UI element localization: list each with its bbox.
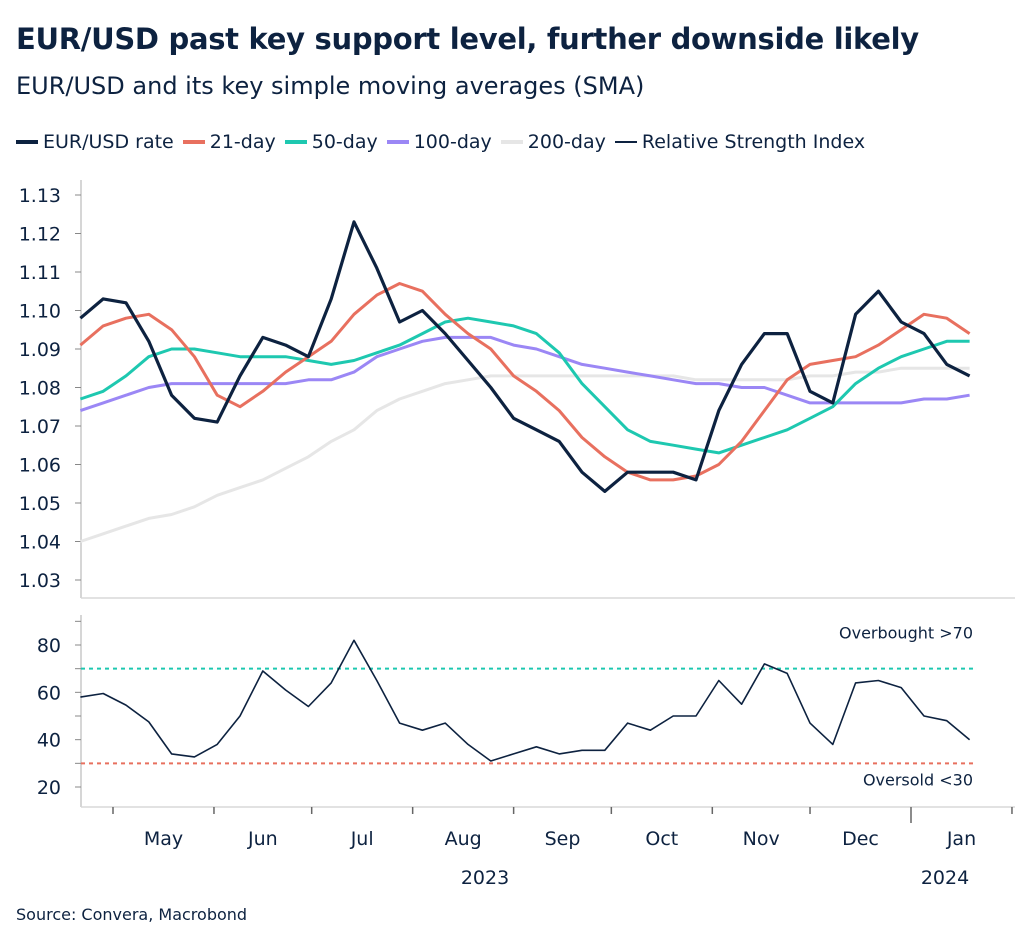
legend-item: 100-day bbox=[386, 131, 492, 153]
x-axis: May Jun Jul Aug Sep Oct Nov Dec Jan 2023 2024 bbox=[112, 807, 1013, 889]
y-tick-label: 1.13 bbox=[19, 185, 61, 207]
legend-swatch bbox=[182, 140, 205, 144]
price-panel: 1.03 1.04 1.05 1.06 1.07 1.08 1.09 1.10 1.11 1.12… bbox=[19, 180, 1015, 599]
x-month-label: Dec bbox=[842, 828, 879, 850]
legend-label: Relative Strength Index bbox=[641, 131, 866, 153]
series-sma200-line bbox=[79, 366, 970, 543]
rsi-y-tick-label: 60 bbox=[37, 682, 61, 704]
series-rsi-line bbox=[80, 639, 971, 762]
y-tick-label: 1.09 bbox=[19, 339, 61, 361]
legend-item: 200-day bbox=[500, 131, 606, 153]
chart-subtitle: EUR/USD and its key simple moving averag… bbox=[16, 72, 645, 100]
legend-label: 50-day bbox=[311, 131, 378, 153]
legend-label: 200-day bbox=[527, 131, 606, 153]
y-tick-label: 1.03 bbox=[19, 570, 61, 592]
legend-item: 21-day bbox=[182, 131, 276, 153]
x-month-label: Aug bbox=[445, 828, 482, 850]
series-sma50-line bbox=[79, 316, 970, 455]
legend-label: 100-day bbox=[413, 131, 492, 153]
series-sma21-line bbox=[79, 282, 971, 482]
y-tick-label: 1.08 bbox=[19, 378, 61, 400]
legend-swatch bbox=[614, 141, 637, 143]
x-month-label: Jun bbox=[247, 828, 278, 850]
series-rate-line bbox=[79, 220, 971, 493]
x-month-label: Nov bbox=[743, 828, 780, 850]
legend-swatch bbox=[500, 140, 523, 144]
x-month-label: Jan bbox=[946, 828, 976, 850]
x-year-label: 2023 bbox=[461, 867, 509, 889]
y-tick-label: 1.10 bbox=[19, 301, 61, 323]
y-tick-label: 1.11 bbox=[19, 262, 61, 284]
source-note: Source: Convera, Macrobond bbox=[16, 905, 248, 924]
legend-label: 21-day bbox=[209, 131, 276, 153]
overbought-label: Overbought >70 bbox=[839, 624, 973, 643]
y-tick-label: 1.06 bbox=[19, 455, 61, 477]
legend-label: EUR/USD rate bbox=[43, 131, 174, 153]
oversold-label: Oversold <30 bbox=[863, 770, 973, 789]
legend-swatch bbox=[284, 140, 307, 144]
rsi-y-tick-label: 20 bbox=[37, 777, 61, 799]
rsi-y-tick-label: 80 bbox=[37, 635, 61, 657]
y-tick-label: 1.04 bbox=[19, 532, 61, 554]
y-tick-label: 1.07 bbox=[19, 416, 61, 438]
x-month-label: Oct bbox=[645, 828, 678, 850]
x-month-label: Sep bbox=[545, 828, 581, 850]
legend-item: Relative Strength Index bbox=[614, 131, 866, 153]
y-tick-label: 1.05 bbox=[19, 493, 61, 515]
legend-swatch bbox=[16, 140, 38, 144]
legend-item: 50-day bbox=[284, 131, 378, 153]
chart-title: EUR/USD past key support level, further … bbox=[16, 22, 919, 56]
x-year-label: 2024 bbox=[921, 867, 969, 889]
x-month-label: Jul bbox=[350, 828, 374, 850]
rsi-panel: 20 40 60 80 Overbought >70 Oversold <30 bbox=[37, 615, 1015, 808]
y-tick-label: 1.12 bbox=[19, 224, 61, 246]
series-sma100-line bbox=[79, 335, 970, 413]
legend: EUR/USD rate 21-day 50-day 100-day 200-day Re… bbox=[16, 131, 865, 153]
legend-swatch bbox=[386, 140, 409, 144]
legend-item: EUR/USD rate bbox=[16, 131, 174, 153]
rsi-y-tick-label: 40 bbox=[37, 730, 61, 752]
x-month-label: May bbox=[144, 828, 183, 850]
